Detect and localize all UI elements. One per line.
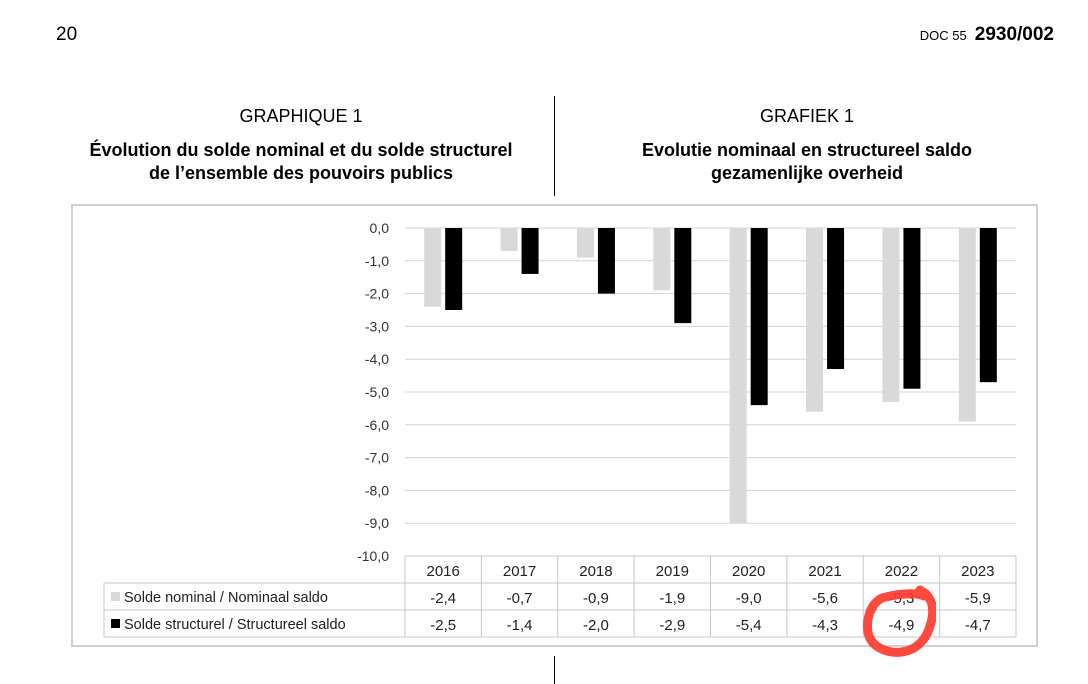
- left-title-line2: de l’ensemble des pouvoirs publics: [148, 163, 454, 183]
- left-title-line1: Évolution du solde nominal et du solde s…: [89, 140, 513, 160]
- bar: [958, 228, 976, 422]
- data-label: -2,9: [659, 617, 685, 634]
- x-tick-label: 2016: [427, 563, 460, 580]
- page-number: 20: [56, 24, 78, 45]
- data-label: -2,5: [430, 617, 456, 634]
- data-label: -4,9: [889, 617, 915, 634]
- bar: [500, 228, 518, 251]
- x-tick-label: 2023: [961, 563, 994, 580]
- doc-label: DOC 55: [919, 28, 967, 43]
- x-tick-label: 2019: [656, 563, 689, 580]
- data-label: -5,4: [736, 617, 762, 634]
- legend-label: Solde structurel / Structureel saldo: [124, 617, 346, 633]
- y-tick-label: -9,0: [365, 515, 389, 531]
- x-tick-label: 2020: [732, 563, 765, 580]
- bar: [424, 228, 442, 307]
- x-tick-label: 2018: [579, 563, 612, 580]
- bar: [729, 228, 747, 524]
- right-title-line2: gezamenlijke overheid: [710, 163, 904, 183]
- bar: [445, 228, 463, 310]
- left-chart-header: GRAPHIQUE 1 Évolution du solde nominal e…: [41, 106, 561, 185]
- data-label: -0,9: [583, 590, 609, 607]
- legend-swatch: [111, 619, 120, 628]
- bar: [750, 228, 768, 406]
- y-tick-label: -2,0: [365, 286, 389, 302]
- data-label: -0,7: [507, 590, 533, 607]
- red-circle-annotation: [863, 585, 936, 657]
- data-label: -4,7: [965, 617, 991, 634]
- legend-swatch: [111, 592, 120, 601]
- right-chart-header: GRAFIEK 1 Evolutie nominaal en structure…: [547, 106, 1067, 185]
- doc-code: 2930/002: [974, 24, 1054, 45]
- y-tick-label: -4,0: [365, 351, 389, 367]
- data-label: -1,4: [507, 617, 533, 634]
- data-label: -1,9: [659, 590, 685, 607]
- bar: [979, 228, 997, 383]
- y-tick-label: -1,0: [365, 253, 389, 269]
- bar: [653, 228, 671, 291]
- right-title-line1: Evolutie nominaal en structureel saldo: [641, 140, 973, 160]
- left-title: Évolution du solde nominal et du solde s…: [41, 139, 561, 185]
- bar: [674, 228, 692, 324]
- column-separator-bottom: [554, 656, 555, 684]
- bar: [597, 228, 615, 294]
- column-separator-top: [554, 96, 555, 196]
- data-label: -5,6: [812, 590, 838, 607]
- y-tick-label: 0,0: [370, 220, 390, 236]
- data-label: -2,4: [430, 590, 456, 607]
- left-caption: GRAPHIQUE 1: [239, 106, 363, 126]
- bar: [827, 228, 845, 370]
- bar: [903, 228, 921, 389]
- bar: [882, 228, 900, 402]
- y-tick-label: -3,0: [365, 318, 389, 334]
- data-label: -4,3: [812, 617, 838, 634]
- y-tick-label: -7,0: [365, 450, 389, 466]
- bar: [576, 228, 594, 258]
- data-label: -5,9: [965, 590, 991, 607]
- data-label: -2,0: [583, 617, 609, 634]
- x-tick-label: 2022: [885, 563, 918, 580]
- right-title: Evolutie nominaal en structureel saldo g…: [547, 139, 1067, 185]
- y-tick-label: -5,0: [365, 384, 389, 400]
- x-tick-label: 2017: [503, 563, 536, 580]
- legend-label: Solde nominal / Nominaal saldo: [124, 590, 328, 606]
- chart-frame: [71, 204, 1038, 647]
- right-caption: GRAFIEK 1: [759, 106, 855, 126]
- data-label: -9,0: [736, 590, 762, 607]
- bar: [806, 228, 824, 412]
- y-tick-label: -10,0: [357, 548, 389, 564]
- y-tick-label: -8,0: [365, 482, 389, 498]
- bar: [521, 228, 539, 274]
- document-reference: DOC 55 2930/002: [920, 24, 1054, 46]
- x-tick-label: 2021: [808, 563, 841, 580]
- y-tick-label: -6,0: [365, 417, 389, 433]
